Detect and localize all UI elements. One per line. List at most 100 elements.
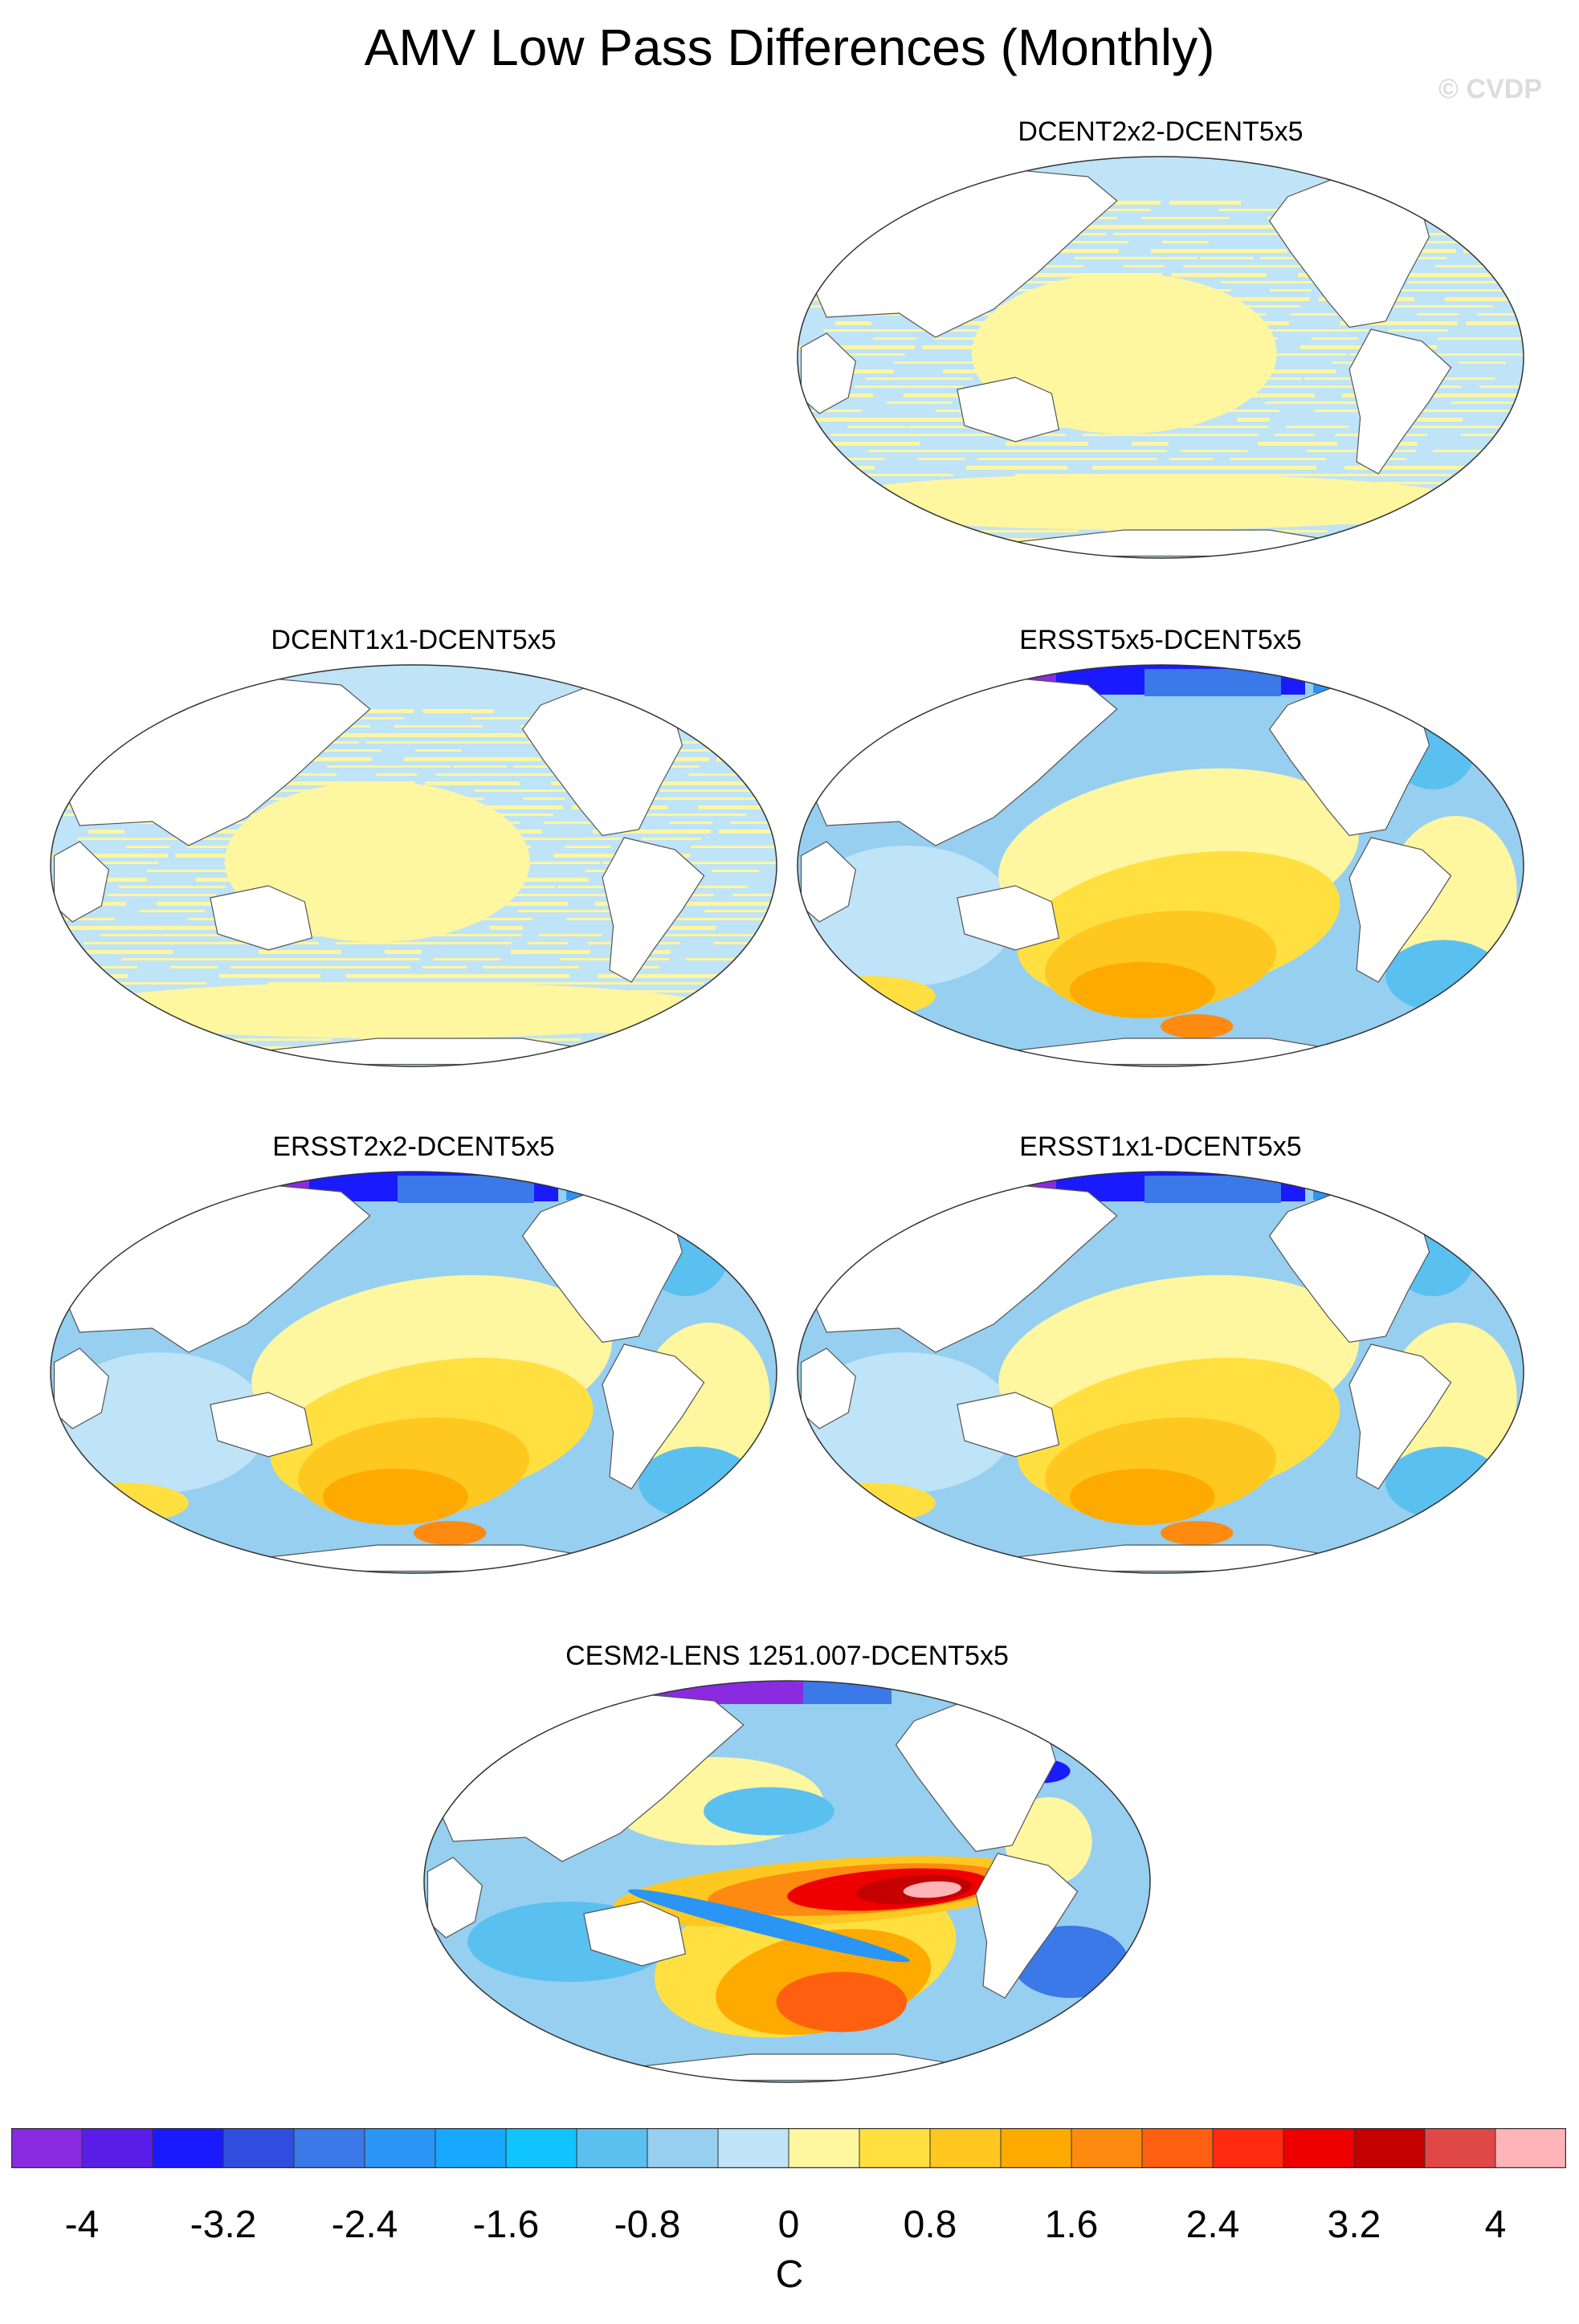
map (423, 1680, 1151, 2083)
anomaly-region (1161, 1521, 1234, 1545)
anomaly-stripe (1477, 313, 1524, 316)
anomaly-stripe (873, 337, 916, 340)
anomaly-stripe (677, 781, 745, 785)
anomaly-stripe (1330, 546, 1397, 548)
anomaly-stripe (798, 458, 884, 460)
anomaly-stripe (1083, 434, 1178, 436)
anomaly-stripe (1276, 393, 1315, 398)
anomaly-region (805, 1482, 936, 1523)
map (50, 664, 777, 1067)
anomaly-stripe (1006, 442, 1088, 446)
south-america-land (1348, 837, 1452, 983)
anomaly-stripe (366, 741, 471, 744)
anomaly-stripe (1232, 273, 1267, 277)
anomaly-stripe (259, 950, 341, 954)
anomaly-stripe (75, 1022, 150, 1026)
australia-land (210, 1392, 313, 1458)
anomaly-stripe (345, 717, 404, 720)
anomaly-stripe (1445, 297, 1524, 301)
arctic-cold-region (1313, 665, 1402, 693)
anomaly-stripe (1043, 458, 1133, 460)
anomaly-stripe (1412, 426, 1517, 428)
anomaly-stripe (1249, 265, 1332, 267)
anomaly-stripe (119, 886, 226, 888)
anomaly-stripe (894, 361, 984, 364)
anomaly-stripe (1221, 281, 1321, 283)
anomaly-stripe (728, 1006, 777, 1009)
anomaly-stripe (1440, 410, 1524, 412)
australia-land (210, 885, 313, 951)
ocean-field (51, 665, 777, 1066)
anomaly-stripe (1092, 466, 1212, 470)
map-panel-ersst1x1: ERSST1x1-DCENT5x5 (791, 1131, 1530, 1580)
anomaly-stripe (892, 546, 955, 548)
anomaly-stripe (529, 902, 568, 906)
arctic-cold-region (1144, 669, 1281, 696)
anomaly-stripe (693, 918, 777, 920)
anomaly-stripe (79, 1054, 152, 1057)
anomaly-stripe (70, 878, 147, 882)
anomaly-stripe (665, 934, 770, 936)
anomaly-stripe (1113, 233, 1218, 235)
anomaly-stripe (502, 773, 585, 776)
anomaly-stripe (1188, 410, 1279, 412)
anomaly-stripe (822, 514, 897, 518)
anomaly-stripe (51, 926, 169, 930)
south-america-land (602, 837, 705, 983)
map-panel-dcent1x1: DCENT1x1-DCENT5x5 (44, 624, 783, 1074)
colorbar-tick-label: 3.2 (1327, 2204, 1381, 2246)
anomaly-stripe (51, 966, 137, 968)
anomaly-stripe (334, 725, 370, 728)
anomaly-stripe (903, 538, 989, 542)
anomaly-region (805, 976, 936, 1017)
anomaly-stripe (696, 733, 777, 737)
ocean-field (798, 1172, 1524, 1573)
anomaly-stripe (327, 765, 426, 768)
anomaly-stripe (432, 741, 528, 744)
anomaly-stripe (1202, 474, 1315, 476)
anomaly-stripe (1467, 538, 1511, 542)
south-america-land (602, 1343, 705, 1490)
anomaly-stripe (539, 934, 602, 936)
anomaly-stripe (562, 1030, 671, 1033)
anomaly-stripe (82, 725, 121, 728)
map-outline (797, 1171, 1524, 1574)
anomaly-stripe (147, 870, 237, 872)
anomaly-stripe (908, 426, 1019, 428)
anomaly-stripe (1130, 225, 1196, 229)
anomaly-stripe (1358, 530, 1408, 532)
colorbar-swatch (859, 2128, 931, 2168)
anomaly-stripe (1169, 458, 1214, 460)
anomaly-stripe (1463, 506, 1509, 508)
colorbar-swatch (930, 2128, 1002, 2168)
anomaly-region (704, 1787, 834, 1836)
anomaly-stripe (649, 797, 733, 800)
anomaly-stripe (1183, 265, 1276, 267)
map (50, 1171, 777, 1574)
anomaly-stripe (798, 418, 916, 422)
anomaly-stripe (1344, 466, 1461, 470)
ocean-field (798, 665, 1524, 1066)
anomaly-stripe (553, 854, 666, 858)
anomaly-stripe (82, 982, 182, 985)
anomaly-stripe (1446, 514, 1524, 518)
anomaly-stripe (709, 1054, 777, 1057)
anomaly-stripe (1230, 458, 1326, 460)
anomaly-stripe (145, 1054, 208, 1057)
anomaly-stripe (135, 1022, 174, 1026)
anomaly-stripe (497, 886, 555, 888)
anomaly-stripe (88, 830, 124, 834)
panel-title: ERSST5x5-DCENT5x5 (1019, 625, 1302, 655)
anomaly-region (903, 1881, 961, 1898)
anomaly-stripe (383, 733, 449, 737)
map-outline (797, 156, 1524, 559)
anomaly-stripe (51, 1038, 139, 1041)
anomaly-stripe (1340, 321, 1458, 325)
anomaly-stripe (714, 942, 761, 944)
anomaly-stripe (1293, 385, 1381, 388)
panel-title: DCENT1x1-DCENT5x5 (271, 625, 557, 655)
anomaly-stripe (567, 918, 613, 920)
anomaly-stripe (108, 894, 192, 896)
credit-watermark: © CVDP (1438, 74, 1542, 104)
anomaly-stripe (91, 902, 126, 906)
